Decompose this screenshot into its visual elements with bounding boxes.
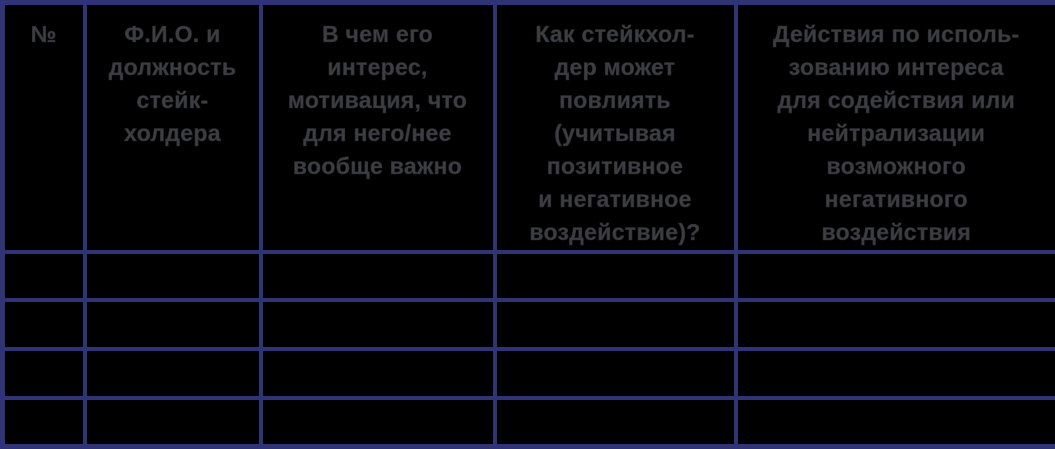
empty-cell [82, 347, 263, 400]
empty-cell [82, 249, 263, 303]
empty-cell [82, 298, 263, 351]
table-row [0, 249, 1055, 303]
empty-cell [258, 347, 497, 400]
table-row [0, 347, 1055, 400]
empty-cell [733, 298, 1055, 351]
empty-cell [0, 347, 87, 400]
empty-cell [733, 249, 1055, 303]
header-row: № Ф.И.О. и должность стейк- холдера В че… [0, 0, 1055, 254]
header-cell-actions: Действия по исполь- зованию интереса для… [733, 0, 1055, 254]
empty-cell [733, 347, 1055, 400]
empty-cell [0, 395, 87, 449]
header-cell-interest: В чем его интерес, мотивация, что для не… [258, 0, 497, 254]
empty-cell [258, 298, 497, 351]
empty-cell [0, 298, 87, 351]
empty-cell [258, 249, 497, 303]
table-row [0, 298, 1055, 351]
empty-cell [82, 395, 263, 449]
header-cell-num: № [0, 0, 87, 254]
empty-cell [492, 347, 738, 400]
table-body [0, 249, 1055, 449]
header-cell-stakeholder: Ф.И.О. и должность стейк- холдера [82, 0, 263, 254]
table-header: № Ф.И.О. и должность стейк- холдера В че… [0, 0, 1055, 254]
empty-cell [733, 395, 1055, 449]
table-row [0, 395, 1055, 449]
empty-cell [492, 298, 738, 351]
empty-cell [0, 249, 87, 303]
empty-cell [258, 395, 497, 449]
empty-cell [492, 249, 738, 303]
header-cell-influence: Как стейкхол- дер может повлиять (учитыв… [492, 0, 738, 254]
empty-cell [492, 395, 738, 449]
